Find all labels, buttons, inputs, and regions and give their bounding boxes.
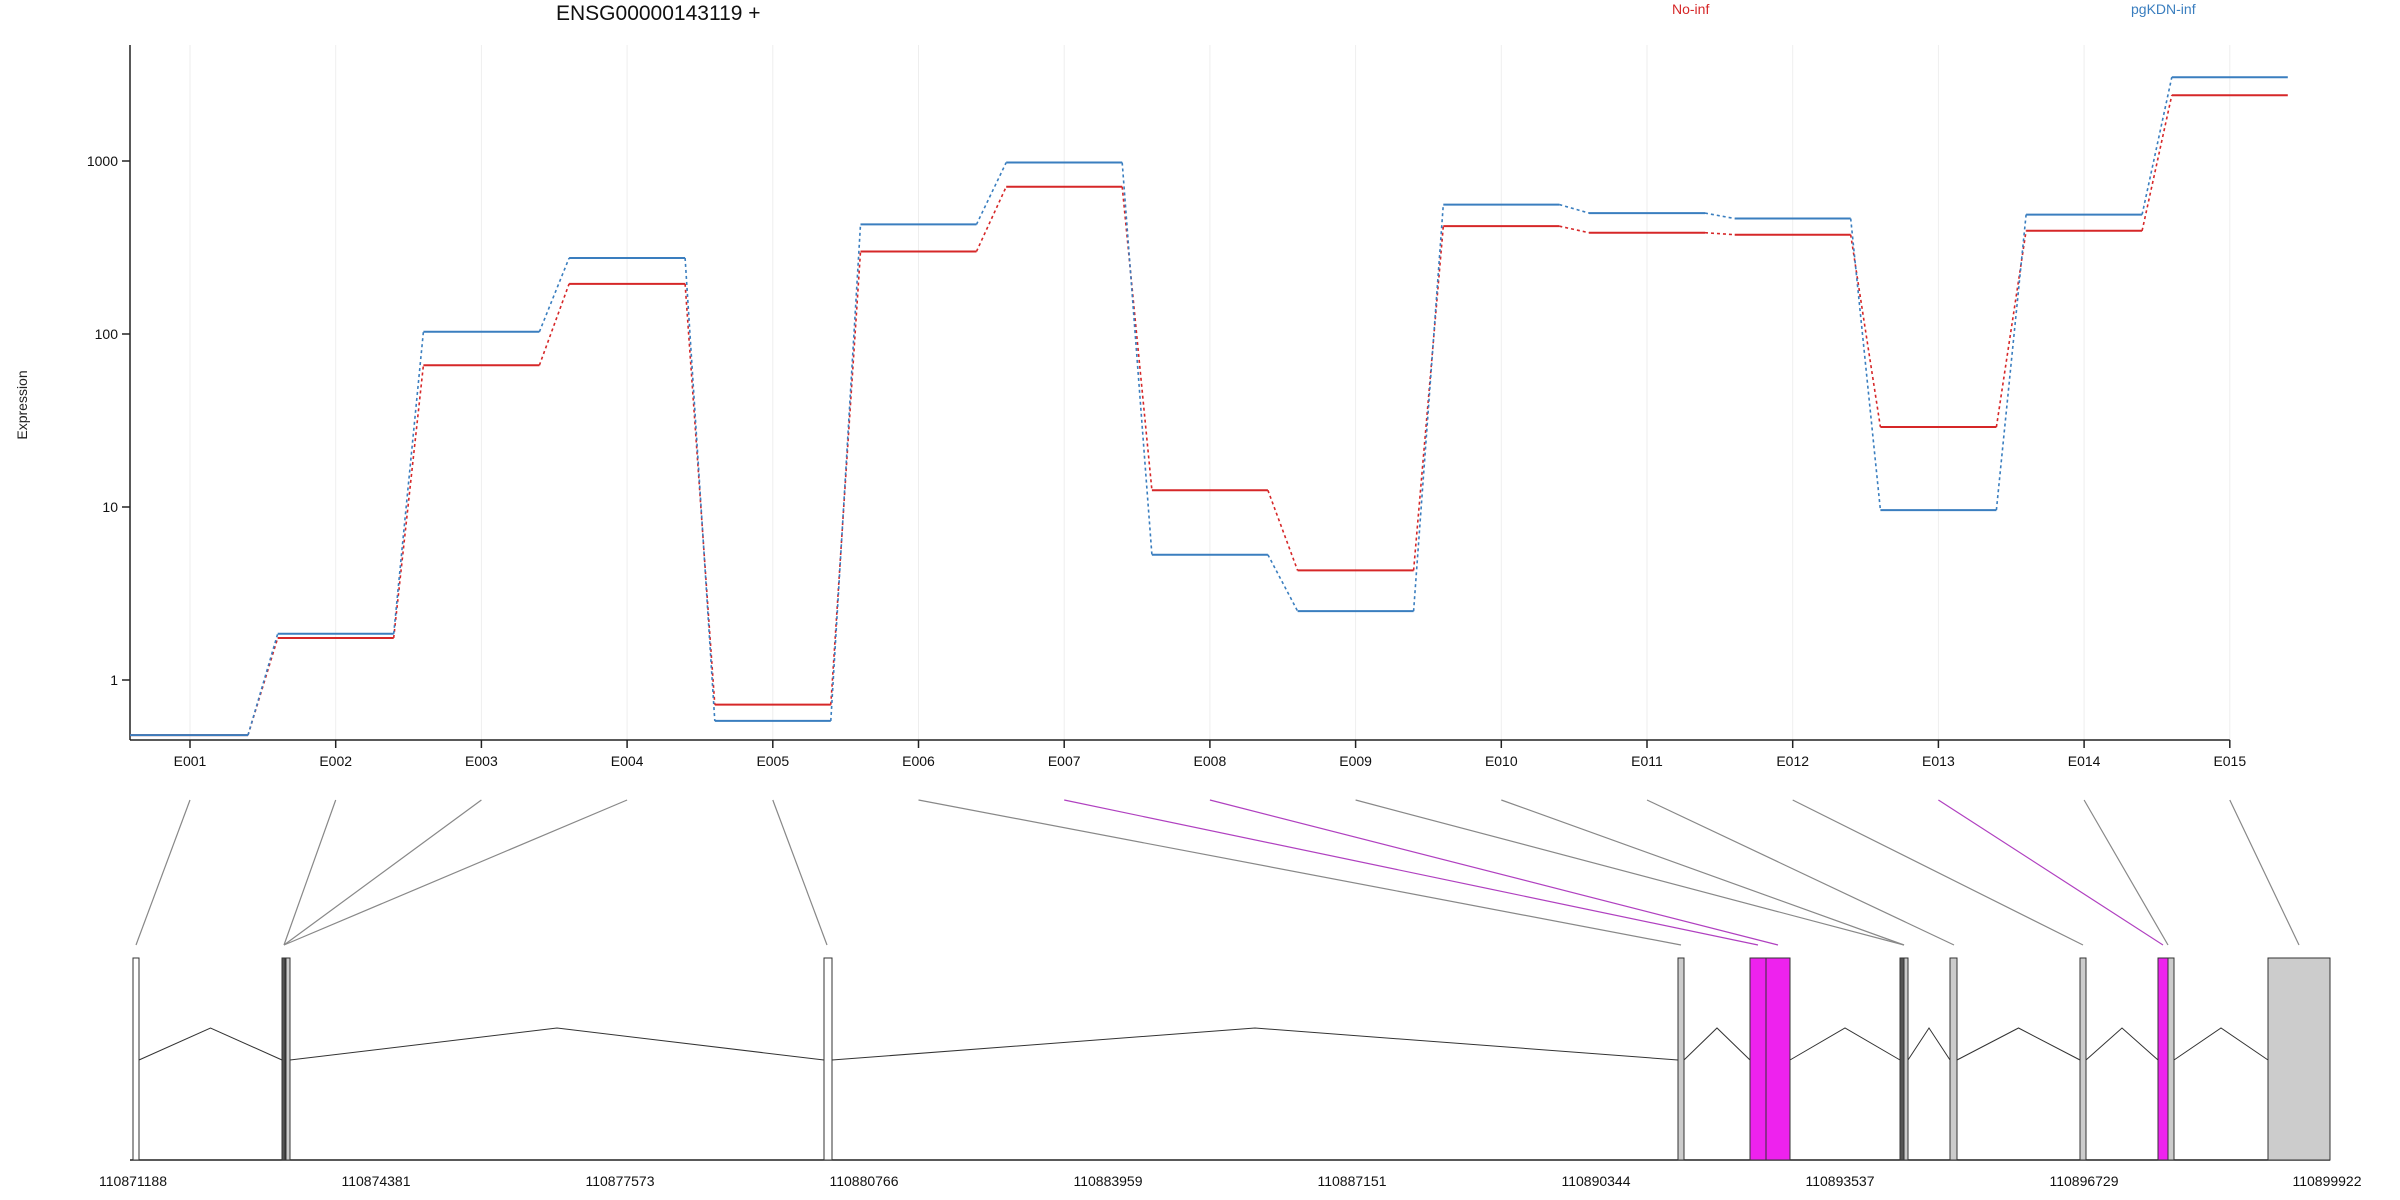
exon-block <box>1903 957 1909 1161</box>
x-tick-label: E001 <box>174 753 207 769</box>
exon-connector <box>1355 799 1905 946</box>
intron-line <box>831 1027 1679 1061</box>
series-connector <box>1849 234 1882 428</box>
series-connector <box>975 186 1007 252</box>
series-connector <box>1121 162 1153 555</box>
exon-block <box>2157 957 2169 1161</box>
legend-no-inf: No-inf <box>1672 1 1710 17</box>
x-tick-label: E002 <box>319 753 352 769</box>
intron-line <box>1789 1027 1901 1061</box>
series-connector <box>1704 212 1735 220</box>
series-connector <box>1412 226 1445 571</box>
y-tick-label: 100 <box>95 326 119 342</box>
series-connector <box>1267 554 1299 612</box>
x-tick-label: E005 <box>756 753 789 769</box>
exon-block <box>2167 957 2175 1161</box>
series-connector <box>830 224 862 721</box>
x-tick-label: E011 <box>1631 753 1663 769</box>
series-connector <box>1995 230 2027 428</box>
exon-block <box>823 957 833 1161</box>
x-tick-label: E009 <box>1339 753 1372 769</box>
y-tick-label: 10 <box>102 499 118 515</box>
intron-line <box>289 1027 825 1061</box>
exon-connector <box>772 799 828 946</box>
series-connector <box>1704 231 1735 236</box>
exon-connector <box>283 799 337 946</box>
intron-line <box>1907 1027 1951 1061</box>
series-connector <box>975 162 1007 225</box>
exon-connector <box>2229 799 2300 946</box>
series-connector <box>1559 203 1590 214</box>
chart-title: ENSG00000143119 + <box>556 2 761 25</box>
exon-connector <box>1792 799 2084 946</box>
exon-connector <box>1064 799 1759 946</box>
genomic-coord-label: 110871188 <box>99 1173 167 1189</box>
series-connector <box>2141 95 2173 231</box>
intron-line <box>138 1027 283 1061</box>
x-tick-label: E008 <box>1194 753 1227 769</box>
y-tick-label: 1000 <box>87 153 118 169</box>
genomic-coord-label: 110893537 <box>1805 1173 1874 1189</box>
exon-block <box>1949 957 1958 1161</box>
legend-pgkdn-inf: pgKDN-inf <box>2131 1 2196 17</box>
series-connector <box>1267 489 1299 571</box>
x-tick-label: E006 <box>902 753 935 769</box>
series-connector <box>1412 204 1445 612</box>
series-connector <box>830 251 862 705</box>
exon-connector <box>918 799 1682 946</box>
exon-connector <box>135 799 191 946</box>
exon-block <box>285 957 291 1161</box>
series-connector <box>392 331 425 634</box>
exon-block <box>2267 957 2331 1161</box>
series-connector <box>1849 218 1882 511</box>
series-connector <box>1559 225 1590 234</box>
genomic-coord-label: 110874381 <box>341 1173 410 1189</box>
genomic-coord-label: 110890344 <box>1561 1173 1630 1189</box>
intron-line <box>2173 1027 2269 1061</box>
series-connector <box>538 257 570 333</box>
series-connector <box>1121 186 1153 491</box>
series-connector <box>392 365 425 639</box>
series-connector <box>538 283 570 366</box>
x-tick-label: E015 <box>2213 753 2246 769</box>
exon-block <box>1899 957 1905 1161</box>
series-connector <box>1995 214 2027 511</box>
exon-connector <box>2083 799 2169 946</box>
x-tick-label: E007 <box>1048 753 1081 769</box>
y-axis-label: Expression <box>14 370 30 440</box>
exon-connector <box>283 799 628 946</box>
genomic-coord-label: 110887151 <box>1317 1173 1386 1189</box>
genomic-coord-label: 110896729 <box>2049 1173 2118 1189</box>
exon-block <box>132 957 140 1161</box>
x-tick-label: E014 <box>2068 753 2101 769</box>
intron-line <box>1683 1027 1751 1061</box>
exon-block <box>1749 957 1767 1161</box>
genomic-coord-label: 110899922 <box>2292 1173 2361 1189</box>
exon-block <box>281 957 286 1161</box>
exon-connector <box>1646 799 1955 946</box>
exon-block <box>1765 957 1791 1161</box>
genomic-coord-label: 110880766 <box>829 1173 898 1189</box>
exon-block <box>1677 957 1685 1161</box>
series-connector <box>2141 77 2173 215</box>
x-tick-label: E004 <box>611 753 644 769</box>
series-connector <box>684 257 716 721</box>
intron-line <box>2085 1027 2159 1061</box>
series-connector <box>247 633 279 736</box>
genomic-coord-label: 110883959 <box>1073 1173 1142 1189</box>
exon-connector <box>1209 799 1779 946</box>
exon-connector <box>283 799 482 946</box>
x-tick-label: E012 <box>1776 753 1809 769</box>
intron-line <box>1956 1027 2081 1061</box>
exon-block <box>2079 957 2087 1161</box>
x-tick-label: E010 <box>1485 753 1518 769</box>
y-tick-label: 1 <box>110 672 118 688</box>
x-tick-label: E003 <box>465 753 498 769</box>
exon-connector <box>1501 799 1905 946</box>
x-tick-label: E013 <box>1922 753 1955 769</box>
exon-connector <box>1938 799 2164 946</box>
genomic-coord-label: 110877573 <box>585 1173 654 1189</box>
